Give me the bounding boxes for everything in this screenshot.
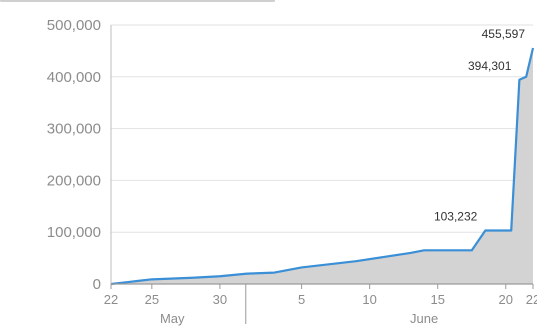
- cropped-header-text: [0, 0, 275, 10]
- area-layer: [110, 47, 535, 286]
- data-label: 455,597: [482, 27, 526, 41]
- axes: [110, 25, 534, 324]
- data-label: 103,232: [434, 210, 478, 224]
- y-tick-labels: 0 100,000 200,000 300,000 400,000 500,000: [47, 17, 101, 293]
- x-tick-label: 25: [145, 292, 159, 307]
- data-label: 394,301: [468, 59, 512, 73]
- x-tick-labels: 22 25 30 5 10 15 20 22 May June: [104, 292, 537, 326]
- y-tick-label: 0: [93, 276, 101, 293]
- y-tick-label: 300,000: [47, 121, 101, 138]
- y-tick-label: 400,000: [47, 69, 101, 86]
- month-label: May: [160, 311, 185, 326]
- x-tick-label: 15: [430, 292, 444, 307]
- x-tick-label: 20: [499, 292, 513, 307]
- x-tick-label: 22: [104, 292, 118, 307]
- data-labels: 103,232 394,301 455,597: [434, 27, 525, 224]
- x-tick-label: 22: [526, 292, 537, 307]
- y-tick-label: 100,000: [47, 224, 101, 241]
- x-tick-label: 10: [362, 292, 376, 307]
- y-tick-label: 500,000: [47, 17, 101, 34]
- y-tick-label: 200,000: [47, 172, 101, 189]
- x-tick-label: 30: [213, 292, 227, 307]
- month-label: June: [410, 311, 438, 326]
- area-fill: [111, 48, 533, 284]
- series-line: [110, 47, 535, 286]
- grid-lines: [111, 24, 533, 233]
- x-tick-label: 5: [298, 292, 305, 307]
